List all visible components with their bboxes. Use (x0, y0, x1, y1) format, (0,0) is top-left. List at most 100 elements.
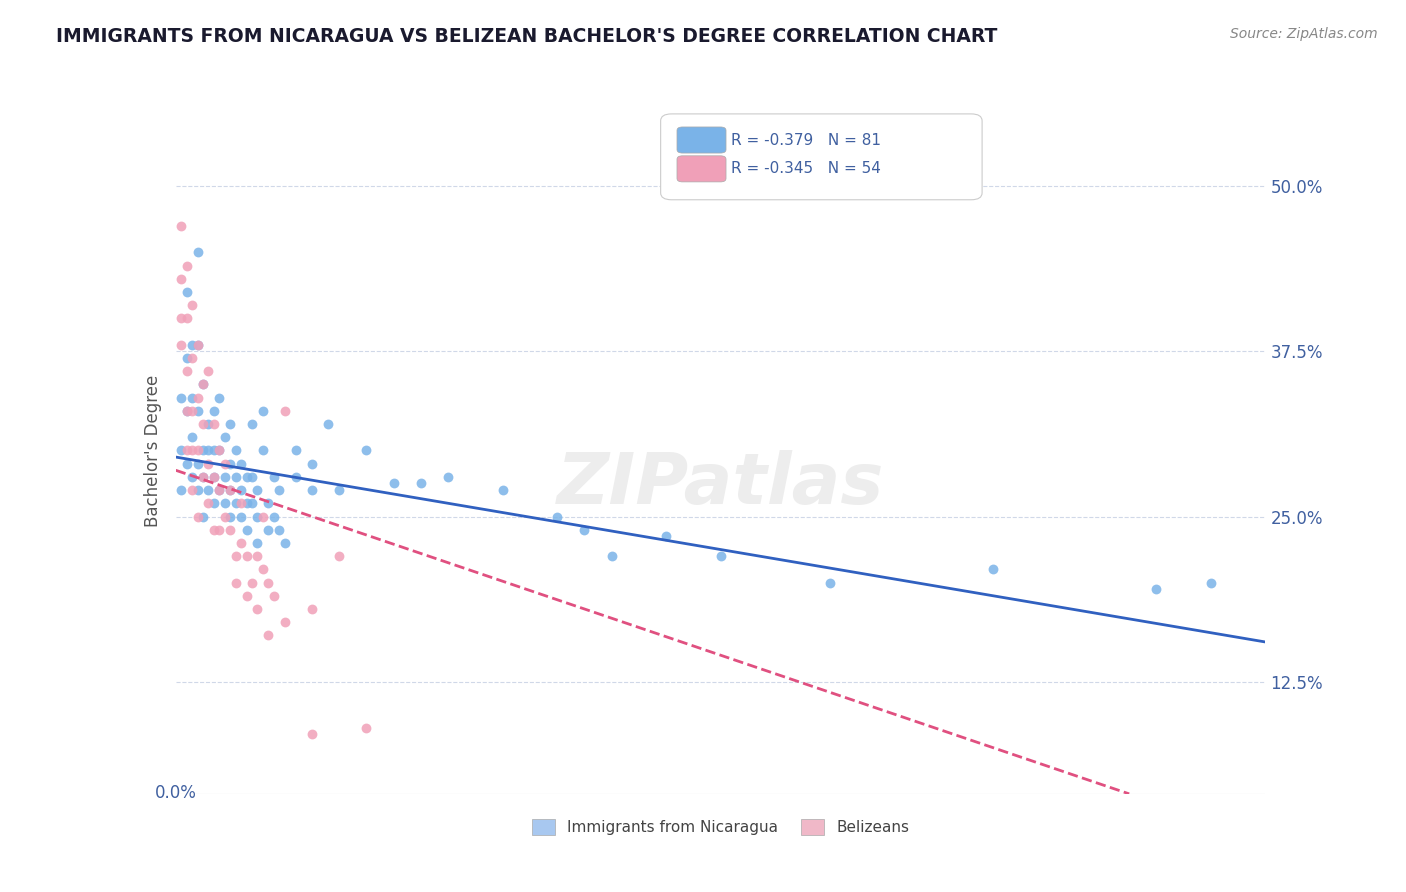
Point (231, 483, 253, 497)
Point (252, 404, 274, 418)
Point (231, 496, 253, 510)
Point (186, 483, 209, 497)
Point (600, 549, 623, 563)
Point (246, 483, 269, 497)
Point (219, 483, 242, 497)
Point (219, 509, 242, 524)
Point (181, 470, 204, 484)
Point (356, 721, 378, 735)
Point (208, 391, 231, 405)
Point (181, 351, 204, 365)
Point (252, 443, 274, 458)
Point (235, 549, 257, 563)
Point (186, 338, 209, 352)
Point (176, 364, 198, 378)
Point (240, 575, 263, 590)
Y-axis label: Bachelor's Degree: Bachelor's Degree (143, 375, 162, 526)
Point (202, 417, 225, 431)
Point (225, 496, 247, 510)
Point (176, 404, 198, 418)
Point (274, 615, 297, 630)
Point (176, 285, 198, 299)
Legend: Immigrants from Nicaragua, Belizeans: Immigrants from Nicaragua, Belizeans (526, 813, 915, 841)
Point (191, 417, 214, 431)
Point (574, 523, 596, 537)
Point (219, 417, 242, 431)
Text: R = -0.379   N = 81: R = -0.379 N = 81 (731, 133, 882, 147)
Point (328, 549, 350, 563)
Point (181, 443, 204, 458)
Point (437, 470, 460, 484)
Point (219, 483, 242, 497)
Point (1199, 575, 1222, 590)
Point (181, 391, 204, 405)
Point (191, 443, 214, 458)
Point (274, 536, 297, 550)
Point (263, 509, 285, 524)
Point (284, 443, 307, 458)
Point (301, 457, 323, 471)
Point (170, 443, 193, 458)
Text: 0.0%: 0.0% (155, 783, 197, 802)
Point (181, 430, 204, 444)
Point (263, 470, 285, 484)
Point (546, 509, 568, 524)
Point (246, 602, 269, 616)
Point (170, 483, 193, 497)
Point (208, 443, 231, 458)
Point (214, 509, 236, 524)
Point (301, 602, 323, 616)
Point (181, 298, 204, 312)
Point (257, 523, 280, 537)
Point (197, 443, 219, 458)
Point (235, 496, 257, 510)
Point (197, 496, 219, 510)
Point (186, 404, 209, 418)
Point (257, 496, 280, 510)
Point (225, 549, 247, 563)
Point (197, 483, 219, 497)
Point (409, 476, 432, 491)
Point (301, 727, 323, 741)
Point (225, 575, 247, 590)
Point (252, 509, 274, 524)
Point (235, 589, 257, 603)
Point (257, 628, 280, 642)
Point (191, 509, 214, 524)
Point (240, 470, 263, 484)
Point (170, 338, 193, 352)
Point (225, 470, 247, 484)
Point (1144, 582, 1167, 596)
Point (202, 404, 225, 418)
Point (492, 483, 515, 497)
Point (202, 523, 225, 537)
FancyBboxPatch shape (678, 127, 725, 153)
Point (181, 404, 204, 418)
Point (202, 470, 225, 484)
Point (186, 457, 209, 471)
Point (176, 457, 198, 471)
Point (197, 364, 219, 378)
Point (240, 496, 263, 510)
Point (240, 417, 263, 431)
Point (186, 245, 209, 260)
Point (176, 404, 198, 418)
Point (186, 338, 209, 352)
Text: R = -0.345   N = 54: R = -0.345 N = 54 (731, 161, 882, 177)
Point (225, 443, 247, 458)
Point (176, 351, 198, 365)
Point (170, 311, 193, 326)
Point (231, 457, 253, 471)
Point (191, 377, 214, 392)
Point (219, 523, 242, 537)
Point (356, 443, 378, 458)
Point (186, 509, 209, 524)
Point (186, 443, 209, 458)
Point (170, 271, 193, 285)
Point (202, 470, 225, 484)
Point (246, 549, 269, 563)
Point (818, 575, 841, 590)
Point (176, 259, 198, 273)
Point (655, 529, 678, 543)
Point (181, 483, 204, 497)
